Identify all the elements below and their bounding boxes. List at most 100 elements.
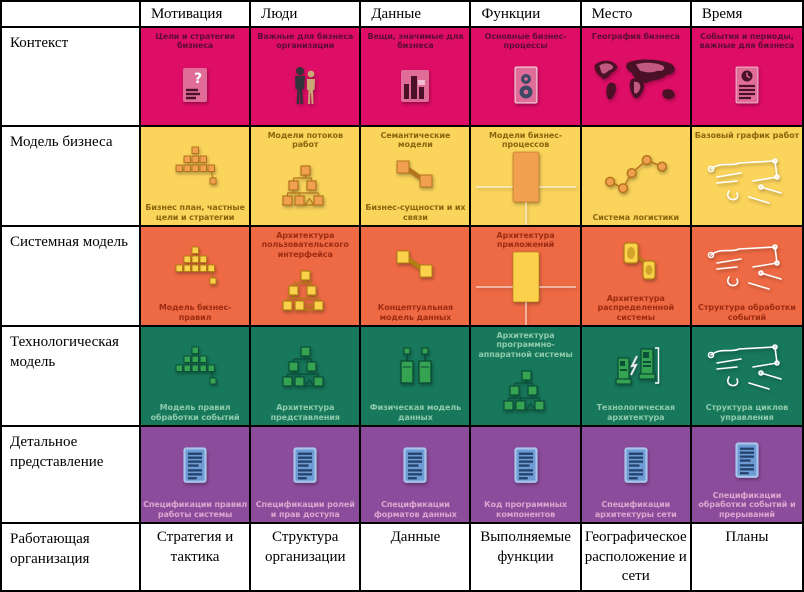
sketch-icon: [701, 339, 793, 395]
cell-caption: Архитектура приложений: [496, 231, 555, 250]
cell-working-time: Планы: [691, 524, 802, 590]
cell-business-time: Базовый график работ: [691, 127, 802, 227]
cell-working-place: Географическое расположение и сети: [581, 524, 692, 590]
cell-caption: Архитектура пользовательского интерфейса: [261, 231, 349, 259]
cell-caption: Архитектура представления: [270, 403, 340, 422]
column-header-place: Место: [581, 2, 692, 28]
org-chart-icon: [281, 343, 329, 391]
cell-caption: Структура циклов управления: [705, 403, 789, 422]
cell-detail-place: Спецификации архитектуры сети: [581, 427, 692, 524]
cell-detail-data: Спецификации форматов данных: [361, 427, 472, 524]
row-label-context: Контекст: [2, 28, 141, 127]
cell-caption: Спецификации ролей и прав доступа: [255, 500, 355, 519]
cell-caption: Спецификации обработки событий и прерыва…: [698, 490, 796, 519]
cell-system-data: Концептуальная модель данных: [361, 227, 472, 327]
distributed-nodes-icon: [612, 238, 660, 286]
computers-icon: [612, 343, 660, 391]
cell-technology-functions: Архитектура программно-аппаратной систем…: [471, 327, 582, 427]
cell-caption: Технологическая архитектура: [596, 403, 675, 422]
column-header-people: Люди: [251, 2, 362, 28]
cell-context-time: События и периоды, важные для бизнеса: [691, 28, 802, 127]
cell-caption: Концептуальная модель данных: [377, 303, 454, 322]
row-label-system-model: Системная модель: [2, 227, 141, 327]
cell-caption: Важные для бизнеса организации: [257, 32, 354, 51]
cell-business-place: Система логистики: [581, 127, 692, 227]
sketch-icon: [701, 153, 793, 209]
cell-detail-functions: Код программных компонентов: [471, 427, 582, 524]
people-icon: [281, 62, 329, 110]
cell-caption: Бизнес план, частные цели и стратегии: [145, 203, 245, 222]
cell-detail-time: Спецификации обработки событий и прерыва…: [691, 427, 802, 524]
cell-business-people: Модели потоков работ: [251, 127, 362, 227]
cell-caption: Модель бизнес-правил: [158, 303, 232, 322]
cell-technology-data: Физическая модель данных: [361, 327, 472, 427]
cell-business-data: Семантические модели Бизнес-сущности и и…: [361, 127, 472, 227]
row-label-business-model: Модель бизнеса: [2, 127, 141, 227]
network-nodes-icon: [589, 145, 683, 199]
entity-link-icon: [391, 153, 439, 201]
pyramid-icon: [171, 343, 219, 391]
process-block-icon: [476, 245, 576, 327]
cell-system-motivation: Модель бизнес-правил: [141, 227, 252, 327]
cell-caption: Модели бизнес-процессов: [489, 131, 563, 150]
cell-working-functions: Выполняемые функции: [471, 524, 582, 590]
cell-caption: Семантические модели: [380, 131, 451, 150]
pyramid-icon: [171, 143, 219, 191]
cell-caption: Структура обработки событий: [698, 303, 796, 322]
cell-caption: Физическая модель данных: [369, 403, 462, 422]
cell-caption: Спецификации правил работы системы: [143, 500, 248, 519]
cell-context-place: География бизнеса: [581, 28, 692, 127]
cell-detail-motivation: Спецификации правил работы системы: [141, 427, 252, 524]
cell-caption: География бизнеса: [591, 32, 680, 41]
cell-system-functions: Архитектура приложений: [471, 227, 582, 327]
buildings-icon: [391, 62, 439, 110]
org-chart-icon: [281, 267, 329, 315]
document-gears-icon: [502, 62, 550, 110]
cell-working-people: Структура организации: [251, 524, 362, 590]
row-label-technology-model: Технологическая модель: [2, 327, 141, 427]
cell-system-place: Архитектура распределенной системы: [581, 227, 692, 327]
cell-caption: Спецификации архитектуры сети: [594, 500, 677, 519]
cell-context-people: Важные для бизнеса организации: [251, 28, 362, 127]
cell-caption: Вещи, значимые для бизнеса: [367, 32, 464, 51]
cell-context-motivation: Цели и стратегия бизнеса: [141, 28, 252, 127]
column-header-functions: Функции: [471, 2, 582, 28]
row-label-detail-view: Детальное представление: [2, 427, 141, 524]
spec-document-icon: [394, 442, 436, 490]
cell-caption: Система логистики: [592, 212, 680, 222]
cell-caption: Архитектура программно-аппаратной систем…: [478, 331, 573, 359]
cell-system-time: Структура обработки событий: [691, 227, 802, 327]
cell-working-motivation: Стратегия и тактика: [141, 524, 252, 590]
cell-caption: Базовый график работ: [694, 131, 800, 140]
column-header-time: Время: [691, 2, 802, 28]
cell-caption: Модели потоков работ: [267, 131, 343, 150]
document-question-icon: [171, 62, 219, 110]
spec-document-icon: [726, 437, 768, 485]
spec-document-icon: [505, 442, 547, 490]
data-tables-icon: [391, 343, 439, 391]
spec-document-icon: [174, 442, 216, 490]
org-chart-icon: [281, 162, 329, 210]
column-header-data: Данные: [361, 2, 472, 28]
cell-technology-motivation: Модель правил обработки событий: [141, 327, 252, 427]
column-header-motivation: Мотивация: [141, 2, 252, 28]
row-label-working-organization: Работающая организация: [2, 524, 141, 590]
world-map-icon: [589, 55, 683, 109]
cell-business-motivation: Бизнес план, частные цели и стратегии: [141, 127, 252, 227]
cell-system-people: Архитектура пользовательского интерфейса: [251, 227, 362, 327]
process-block-icon: [476, 145, 576, 227]
cell-working-data: Данные: [361, 524, 472, 590]
cell-caption: Бизнес-сущности и их связи: [365, 203, 466, 222]
cell-technology-time: Структура циклов управления: [691, 327, 802, 427]
cell-context-data: Вещи, значимые для бизнеса: [361, 28, 472, 127]
org-chart-icon: [502, 367, 550, 415]
cell-detail-people: Спецификации ролей и прав доступа: [251, 427, 362, 524]
spec-document-icon: [284, 442, 326, 490]
entity-link-icon: [391, 243, 439, 291]
cell-caption: События и периоды, важные для бизнеса: [699, 32, 795, 51]
pyramid-icon: [171, 243, 219, 291]
cell-caption: Спецификации форматов данных: [373, 500, 457, 519]
cell-caption: Модель правил обработки событий: [150, 403, 240, 422]
sketch-icon: [701, 239, 793, 295]
